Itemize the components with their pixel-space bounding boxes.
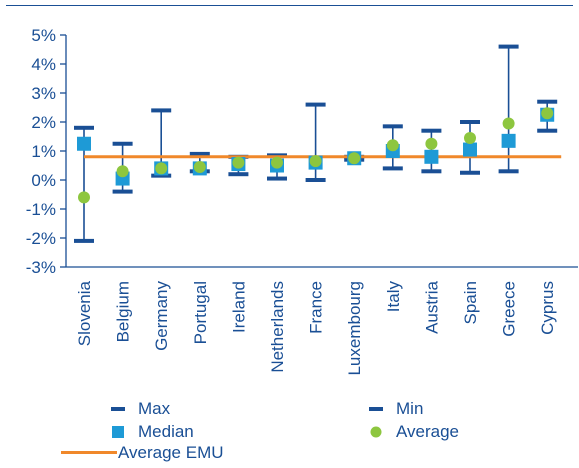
x-tick-label: Belgium bbox=[114, 281, 133, 342]
min-marker bbox=[382, 166, 403, 171]
max-marker bbox=[151, 108, 172, 113]
min-marker bbox=[537, 128, 558, 133]
average-marker bbox=[348, 152, 361, 165]
legend-item-average-emu: Average EMU bbox=[60, 443, 224, 463]
max-marker bbox=[537, 99, 558, 104]
max-marker bbox=[305, 102, 326, 107]
min-marker bbox=[460, 170, 480, 175]
average-marker bbox=[464, 131, 476, 144]
x-tick-label: Cyprus bbox=[538, 281, 557, 335]
average-marker bbox=[193, 160, 206, 173]
y-tick-label: 2% bbox=[31, 113, 56, 132]
average-marker bbox=[309, 155, 322, 168]
max-marker bbox=[382, 124, 403, 129]
min-marker bbox=[421, 169, 442, 174]
x-tick-label: France bbox=[307, 281, 326, 334]
min-marker bbox=[228, 172, 249, 177]
min-marker bbox=[267, 176, 287, 181]
median-marker bbox=[501, 133, 516, 148]
legend-dot-icon bbox=[356, 423, 396, 441]
max-marker bbox=[421, 128, 442, 133]
average-marker bbox=[78, 191, 90, 204]
max-marker bbox=[112, 141, 133, 146]
y-tick-label: -3% bbox=[26, 258, 56, 277]
x-tick-label: Portugal bbox=[191, 281, 210, 344]
min-marker bbox=[151, 173, 172, 178]
legend-label-average: Average bbox=[396, 422, 460, 441]
y-tick-label: 5% bbox=[31, 26, 56, 45]
average-marker bbox=[232, 156, 245, 169]
x-tick-label: Italy bbox=[384, 281, 403, 313]
average-marker bbox=[386, 139, 399, 152]
max-marker bbox=[498, 44, 519, 49]
min-marker bbox=[498, 169, 519, 174]
max-marker bbox=[460, 120, 480, 124]
legend-dash-icon bbox=[356, 400, 396, 418]
average-marker bbox=[425, 137, 438, 150]
median-marker bbox=[424, 149, 439, 164]
x-tick-label: Greece bbox=[500, 281, 519, 337]
y-tick-label: 3% bbox=[31, 84, 56, 103]
average-marker bbox=[155, 162, 168, 175]
y-tick-label: 1% bbox=[31, 142, 56, 161]
average-marker bbox=[116, 165, 129, 178]
y-tick-label: 4% bbox=[31, 55, 56, 74]
x-tick-label: Spain bbox=[461, 281, 480, 324]
legend-item-min: Min bbox=[356, 399, 423, 419]
average-marker bbox=[541, 107, 554, 120]
x-tick-label: Netherlands bbox=[268, 281, 287, 373]
legend-line-icon bbox=[60, 444, 118, 462]
legend-item-max: Max bbox=[98, 399, 170, 419]
y-tick-label: 0% bbox=[31, 171, 56, 190]
min-marker bbox=[112, 189, 133, 194]
legend-label-median: Median bbox=[138, 422, 194, 441]
legend-label-average-emu: Average EMU bbox=[118, 443, 224, 462]
average-marker bbox=[502, 117, 515, 130]
median-marker bbox=[77, 136, 91, 151]
x-tick-label: Luxembourg bbox=[345, 281, 364, 376]
legend-item-average: Average bbox=[356, 422, 459, 442]
x-tick-label: Ireland bbox=[229, 281, 248, 333]
y-tick-label: -1% bbox=[26, 200, 56, 219]
average-marker bbox=[271, 156, 283, 169]
y-tick-label: -2% bbox=[26, 229, 56, 248]
x-tick-label: Germany bbox=[152, 281, 171, 351]
min-marker bbox=[74, 238, 94, 243]
legend-label-max: Max bbox=[138, 399, 171, 418]
legend-label-min: Min bbox=[396, 399, 424, 418]
legend-square-icon bbox=[98, 423, 138, 441]
min-marker bbox=[305, 178, 326, 182]
median-marker bbox=[463, 142, 477, 157]
top-border-line bbox=[6, 5, 573, 6]
x-tick-label: Austria bbox=[422, 280, 441, 333]
max-marker bbox=[74, 125, 94, 130]
legend-item-median: Median bbox=[98, 422, 194, 442]
x-tick-label: Slovenia bbox=[75, 280, 94, 346]
max-marker bbox=[189, 151, 210, 156]
legend-dash-icon bbox=[98, 400, 138, 418]
